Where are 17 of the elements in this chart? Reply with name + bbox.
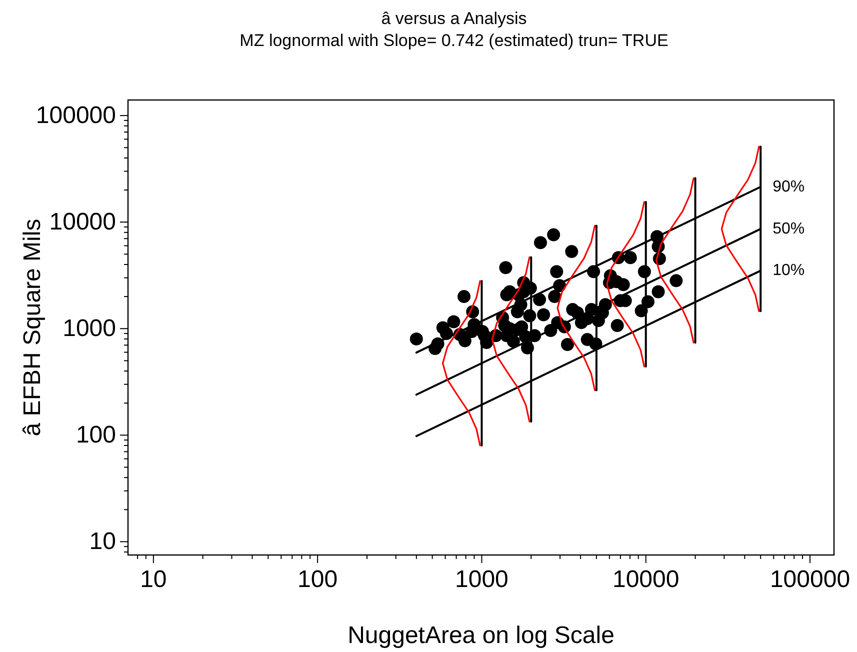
x-tick-label: 100000 (770, 566, 850, 593)
y-tick-label: 1000 (62, 315, 116, 342)
chart-title: â versus a Analysis (381, 9, 527, 28)
y-axis-title: â EFBH Square Mils (19, 218, 46, 436)
y-tick-label: 100000 (36, 102, 116, 130)
x-tick-label: 100 (298, 566, 338, 593)
x-tick-label: 10 (140, 566, 167, 593)
annotation: 90% (772, 178, 805, 196)
y-tick-label: 10000 (49, 208, 116, 236)
y-tick-label: 10 (89, 528, 116, 556)
y-tick-label: 100 (76, 422, 116, 449)
x-axis-title: NuggetArea on log Scale (348, 622, 614, 649)
chart-subtitle: MZ lognormal with Slope= 0.742 (estimated) trun= TRUE (240, 31, 668, 50)
x-tick-label: 10000 (612, 566, 680, 593)
annotation: 50% (772, 220, 805, 238)
x-tick-label: 1000 (455, 566, 508, 593)
annotation: 10% (772, 262, 805, 280)
